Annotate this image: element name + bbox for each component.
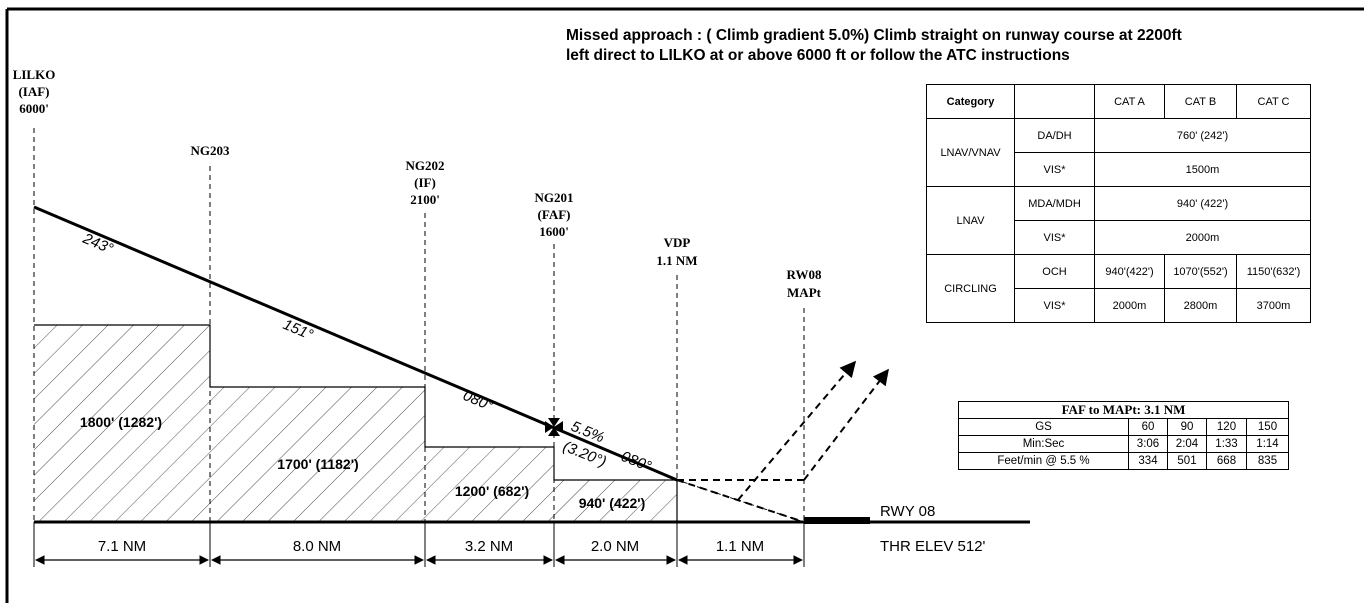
fix-ng201-line2: (FAF) <box>538 207 571 222</box>
track-label-243: 243° <box>80 230 116 258</box>
missed-approach-arrow-2 <box>803 368 889 481</box>
segment-altitude-4: 940' (422') <box>579 495 646 511</box>
fix-vdp-line2: 1.1 NM <box>656 253 697 268</box>
minima-lnav-vnav-da-label: DA/DH <box>1014 118 1095 153</box>
minima-table: Category CAT A CAT B CAT C LNAV/VNAV DA/… <box>926 84 1311 323</box>
minima-circling-vis-c: 3700m <box>1236 288 1311 323</box>
distance-label-3: 3.2 NM <box>465 538 513 555</box>
minima-lnav-mda-value: 940' (422') <box>1094 186 1311 221</box>
timing-fpm-1: 334 <box>1128 452 1168 470</box>
minima-lnav-vnav-vis-value: 1500m <box>1094 152 1311 187</box>
missed-approach-line2: left direct to LILKO at or above 6000 ft… <box>566 47 1070 64</box>
timing-time-2: 2:04 <box>1167 435 1207 453</box>
minima-circling-vis-label: VIS* <box>1014 288 1095 323</box>
timing-fpm-4: 835 <box>1246 452 1289 470</box>
minima-header-cat-b: CAT B <box>1164 84 1237 119</box>
minima-header-blank <box>1014 84 1095 119</box>
distance-dividers <box>33 522 805 567</box>
minima-header-cat-a: CAT A <box>1094 84 1165 119</box>
descent-path <box>33 205 678 482</box>
timing-gs-label: GS <box>958 418 1129 436</box>
distance-label-4: 2.0 NM <box>591 538 639 555</box>
track-label-151: 151° <box>280 316 315 344</box>
fix-lilko-line2: (IAF) <box>18 84 49 99</box>
minima-circling-vis-a: 2000m <box>1094 288 1165 323</box>
minima-header-category: Category <box>926 84 1015 119</box>
timing-fpm-3: 668 <box>1206 452 1247 470</box>
timing-time-1: 3:06 <box>1128 435 1168 453</box>
fix-lilko-line1: LILKO <box>13 67 56 82</box>
fix-ng202-line2: (IF) <box>414 175 436 190</box>
fix-lilko-line3: 6000' <box>19 101 49 116</box>
missed-approach-arrow-1 <box>737 360 857 501</box>
missed-approach-line1: Missed approach : ( Climb gradient 5.0%)… <box>566 27 1182 44</box>
minima-circling-och-b: 1070'(552') <box>1164 254 1237 289</box>
timing-fpm-2: 501 <box>1167 452 1207 470</box>
minima-circling-vis-b: 2800m <box>1164 288 1237 323</box>
timing-title: FAF to MAPt: 3.1 NM <box>958 401 1289 419</box>
minima-circling-och-label: OCH <box>1014 254 1095 289</box>
missed-approach-text: Missed approach : ( Climb gradient 5.0%)… <box>566 26 1326 66</box>
segment-altitude-1: 1800' (1282') <box>80 414 162 430</box>
segment-altitude-3: 1200' (682') <box>455 483 529 499</box>
timing-fpm-label: Feet/min @ 5.5 % <box>958 452 1129 470</box>
fix-ng201-line1: NG201 <box>535 190 574 205</box>
faf-cross-icon <box>545 418 563 436</box>
distance-label-1: 7.1 NM <box>98 538 146 555</box>
minima-circling-och-c: 1150'(632') <box>1236 254 1311 289</box>
timing-gs-4: 150 <box>1246 418 1289 436</box>
minima-lnav-mda-label: MDA/MDH <box>1014 186 1095 221</box>
distance-label-5: 1.1 NM <box>716 538 764 555</box>
fix-lines <box>33 128 805 522</box>
minima-lnav-vnav-label: LNAV/VNAV <box>926 118 1015 187</box>
segment-altitude-2: 1700' (1182') <box>277 456 358 472</box>
minima-lnav-vis-label: VIS* <box>1014 220 1095 255</box>
runway-bar <box>804 517 870 524</box>
timing-time-3: 1:33 <box>1206 435 1247 453</box>
timing-gs-3: 120 <box>1206 418 1247 436</box>
minima-circling-och-a: 940'(422') <box>1094 254 1165 289</box>
minima-lnav-vnav-da-value: 760' (242') <box>1094 118 1311 153</box>
minima-header-cat-c: CAT C <box>1236 84 1311 119</box>
threshold-elevation: THR ELEV 512' <box>880 538 986 555</box>
fix-mapt-line1: RW08 <box>787 267 822 282</box>
fix-ng202-line1: NG202 <box>406 158 445 173</box>
minima-circling-label: CIRCLING <box>926 254 1015 323</box>
fix-ng202-line3: 2100' <box>410 192 440 207</box>
fix-ng203: NG203 <box>191 143 231 158</box>
minima-lnav-vnav-vis-label: VIS* <box>1014 152 1095 187</box>
missed-approach-descend <box>676 479 805 523</box>
timing-time-4: 1:14 <box>1246 435 1289 453</box>
track-label-080b: 080° <box>619 448 654 475</box>
minima-lnav-label: LNAV <box>926 186 1015 255</box>
distance-label-2: 8.0 NM <box>293 538 341 555</box>
timing-time-label: Min:Sec <box>958 435 1129 453</box>
runway-name: RWY 08 <box>880 503 935 520</box>
fix-vdp-line1: VDP <box>664 235 691 250</box>
fix-ng201-line3: 1600' <box>539 224 569 239</box>
timing-table: FAF to MAPt: 3.1 NM GS 60 90 120 150 Min… <box>958 401 1289 470</box>
track-label-080a: 080° <box>460 387 495 415</box>
timing-gs-2: 90 <box>1167 418 1207 436</box>
timing-gs-1: 60 <box>1128 418 1168 436</box>
minima-lnav-vis-value: 2000m <box>1094 220 1311 255</box>
fix-mapt-line2: MAPt <box>787 285 822 300</box>
